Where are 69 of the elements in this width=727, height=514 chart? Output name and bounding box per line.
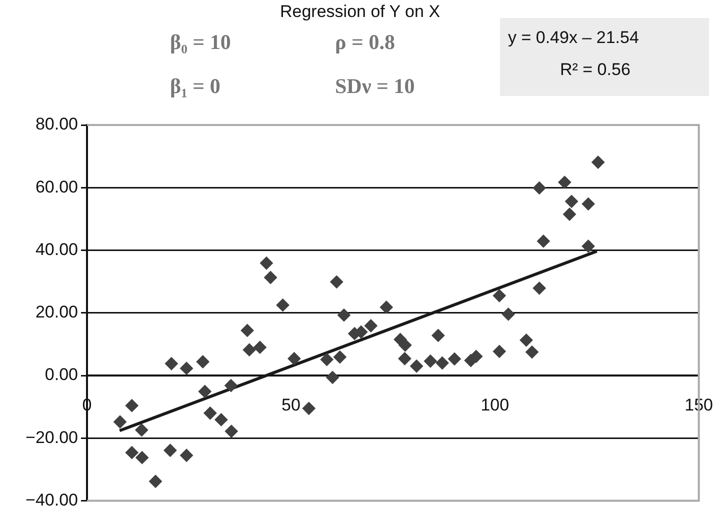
point	[536, 234, 550, 248]
point	[337, 308, 350, 322]
point	[398, 338, 412, 352]
point	[264, 271, 278, 284]
point	[532, 181, 546, 194]
point	[492, 289, 506, 302]
point	[136, 451, 149, 464]
point	[149, 474, 162, 488]
point	[242, 343, 256, 356]
y-tick-label: 40.00	[35, 240, 78, 259]
point	[288, 352, 301, 366]
point	[520, 334, 533, 347]
point	[204, 406, 217, 420]
y-tick-label: −40.00	[26, 490, 78, 510]
chart-title: Regression of Y on X	[280, 2, 440, 22]
text: y = 0.49x – 21.54	[508, 28, 639, 48]
point	[424, 354, 437, 368]
point	[565, 194, 578, 208]
point	[224, 379, 238, 392]
point	[164, 357, 178, 370]
point	[326, 370, 340, 384]
point	[410, 360, 424, 373]
point	[164, 444, 177, 457]
point	[582, 240, 595, 253]
y-tick-label: 60.00	[35, 177, 78, 196]
point	[380, 300, 393, 314]
point	[448, 352, 461, 366]
y-tick-label: 20.00	[35, 302, 78, 322]
point	[135, 424, 148, 437]
point	[330, 275, 344, 288]
text: β₁ = 0	[170, 74, 220, 99]
point	[198, 385, 212, 398]
point	[582, 197, 595, 210]
point	[432, 328, 445, 342]
point	[214, 413, 228, 426]
point	[276, 298, 290, 312]
point	[224, 424, 238, 438]
point	[180, 448, 194, 462]
y-tick-label: 80.00	[35, 114, 78, 134]
point	[592, 156, 605, 169]
point	[180, 362, 194, 375]
point	[364, 319, 378, 332]
y-tick-label: −20.00	[26, 428, 78, 447]
point	[532, 282, 546, 295]
point	[563, 208, 576, 221]
y-tick-label: 0.00	[44, 365, 78, 384]
point	[502, 308, 515, 321]
point	[436, 356, 449, 370]
text: R² = 0.56	[560, 60, 630, 80]
point	[260, 256, 273, 270]
text: β₀ = 10	[170, 30, 231, 55]
point	[114, 415, 127, 428]
text: SDν = 10	[335, 74, 415, 99]
point	[240, 324, 254, 337]
point	[253, 340, 266, 354]
x-tick-label: 100	[480, 395, 510, 414]
point	[196, 355, 210, 368]
point	[320, 353, 334, 366]
point	[470, 350, 483, 363]
point	[125, 446, 138, 460]
point	[125, 399, 138, 412]
point	[558, 176, 572, 189]
point	[333, 350, 346, 364]
point	[302, 402, 316, 415]
point	[398, 352, 412, 366]
point	[492, 344, 506, 358]
text: ρ = 0.8	[335, 30, 395, 55]
x-tick-label: 50	[281, 395, 300, 414]
point	[525, 346, 538, 359]
